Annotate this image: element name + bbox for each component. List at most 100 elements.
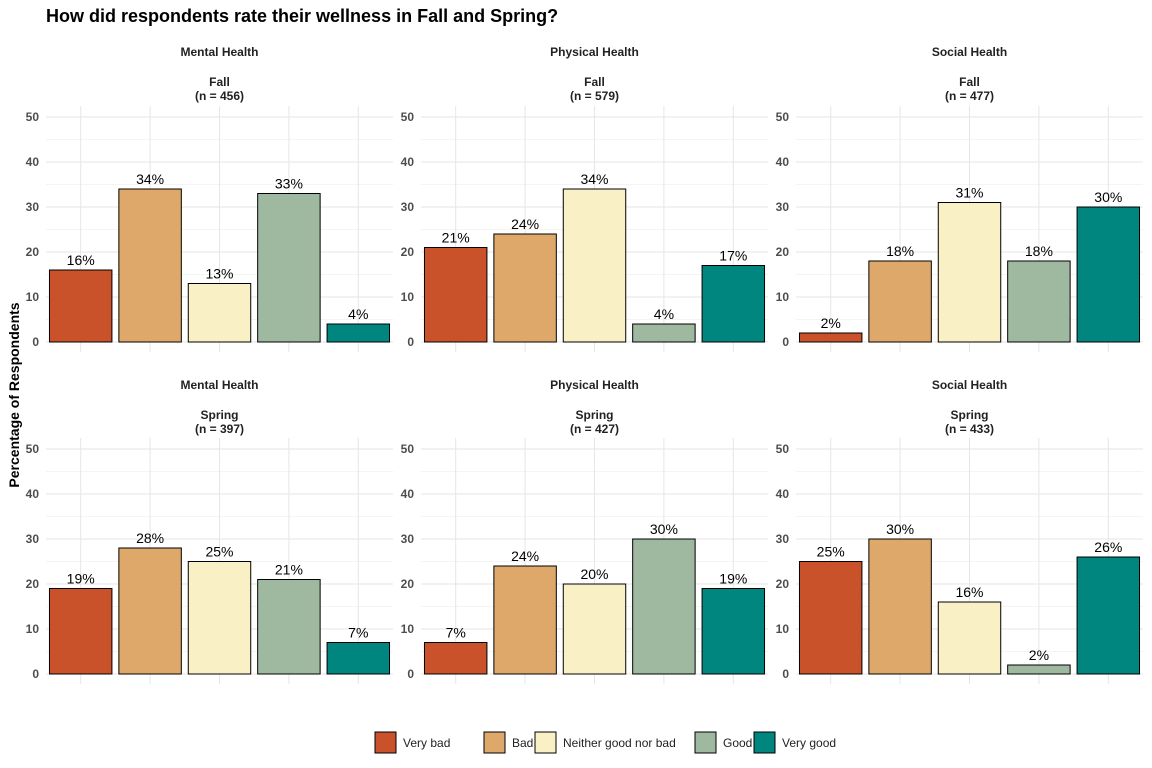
- data-label: 26%: [1094, 539, 1122, 555]
- season-label: Fall: [959, 75, 980, 89]
- data-label: 21%: [442, 230, 470, 246]
- bar: [257, 579, 321, 675]
- bar: [632, 538, 696, 675]
- data-label: 16%: [955, 584, 983, 600]
- y-tick-label: 40: [776, 487, 790, 501]
- legend-label: Very good: [782, 736, 836, 750]
- y-tick-label: 20: [401, 577, 415, 591]
- y-tick-label: 0: [407, 667, 414, 681]
- y-axis-label: Percentage of Respondents: [6, 302, 22, 487]
- bar: [937, 601, 1002, 675]
- y-tick-label: 30: [401, 532, 415, 546]
- y-tick-label: 0: [782, 335, 789, 349]
- panel: Mental Health Spring(n = 397) 0 10 20 30 40 50 1…: [26, 378, 393, 684]
- bar: [493, 233, 557, 343]
- y-tick-label: 10: [776, 622, 790, 636]
- bar: [48, 269, 113, 343]
- sample-size-label: (n = 433): [945, 422, 994, 436]
- data-label: 25%: [205, 544, 233, 560]
- data-label: 7%: [348, 625, 368, 641]
- y-tick-label: 30: [776, 200, 790, 214]
- bar: [257, 193, 321, 343]
- data-label: 17%: [719, 248, 747, 264]
- bar: [701, 265, 766, 343]
- season-label: Spring: [576, 408, 614, 422]
- data-label: 24%: [511, 548, 539, 564]
- y-tick-label: 30: [776, 532, 790, 546]
- bar: [798, 332, 863, 343]
- y-tick-label: 10: [401, 622, 415, 636]
- bar: [118, 188, 182, 343]
- y-tick-label: 50: [26, 442, 40, 456]
- data-label: 20%: [580, 566, 608, 582]
- y-tick-label: 10: [26, 290, 40, 304]
- data-label: 2%: [1029, 647, 1049, 663]
- data-label: 19%: [67, 571, 95, 587]
- legend-item: Good: [694, 731, 752, 754]
- y-tick-label: 40: [26, 155, 40, 169]
- bar: [423, 247, 488, 343]
- sample-size-label: (n = 397): [195, 422, 244, 436]
- y-tick-label: 10: [401, 290, 415, 304]
- bar: [1007, 664, 1071, 675]
- season-label: Fall: [584, 75, 605, 89]
- data-label: 30%: [1094, 189, 1122, 205]
- legend-label: Very bad: [403, 736, 450, 750]
- data-label: 33%: [275, 176, 303, 192]
- sample-size-label: (n = 427): [570, 422, 619, 436]
- facet-label: Mental Health: [180, 378, 258, 392]
- season-label: Spring: [201, 408, 239, 422]
- y-tick-label: 50: [776, 110, 790, 124]
- chart-title: How did respondents rate their wellness …: [46, 6, 558, 26]
- legend-item: Neither good nor bad: [534, 731, 676, 754]
- legend-key: [483, 731, 506, 754]
- bar: [701, 588, 766, 675]
- legend-item: Very good: [753, 731, 836, 754]
- panel: Physical Health Spring(n = 427) 0 10 20 30 40 5…: [401, 378, 768, 684]
- y-tick-label: 40: [26, 487, 40, 501]
- bar: [798, 561, 863, 675]
- data-label: 21%: [275, 562, 303, 578]
- legend-label: Bad: [512, 736, 533, 750]
- bar: [937, 202, 1002, 343]
- sample-size-label: (n = 477): [945, 89, 994, 103]
- data-label: 30%: [650, 521, 678, 537]
- bar: [493, 565, 557, 675]
- legend-label: Neither good nor bad: [563, 736, 676, 750]
- panel: Social Health Spring(n = 433) 0 10 20 30 40 50 2…: [776, 378, 1143, 684]
- y-tick-label: 30: [401, 200, 415, 214]
- bar: [562, 188, 627, 343]
- y-tick-label: 20: [26, 577, 40, 591]
- y-tick-label: 0: [32, 335, 39, 349]
- data-label: 18%: [1025, 243, 1053, 259]
- data-label: 16%: [67, 252, 95, 268]
- y-tick-label: 40: [776, 155, 790, 169]
- bar: [423, 642, 488, 675]
- data-label: 19%: [719, 571, 747, 587]
- facet-label: Physical Health: [550, 378, 639, 392]
- bar: [1076, 556, 1141, 675]
- bar: [1007, 260, 1071, 343]
- legend-label: Good: [723, 736, 752, 750]
- y-tick-label: 50: [26, 110, 40, 124]
- season-label: Fall: [209, 75, 230, 89]
- data-label: 24%: [511, 216, 539, 232]
- bar: [48, 588, 113, 675]
- data-label: 18%: [886, 243, 914, 259]
- season-label: Spring: [951, 408, 989, 422]
- bar: [868, 260, 932, 343]
- data-label: 13%: [205, 266, 233, 282]
- y-tick-label: 50: [776, 442, 790, 456]
- y-tick-label: 0: [782, 667, 789, 681]
- y-tick-label: 20: [401, 245, 415, 259]
- y-tick-label: 40: [401, 155, 415, 169]
- y-tick-label: 0: [407, 335, 414, 349]
- y-tick-label: 20: [776, 577, 790, 591]
- data-label: 4%: [348, 306, 368, 322]
- bar: [326, 323, 391, 343]
- facet-label: Mental Health: [180, 45, 258, 59]
- data-label: 4%: [654, 306, 674, 322]
- legend-key: [753, 731, 776, 754]
- data-label: 34%: [580, 171, 608, 187]
